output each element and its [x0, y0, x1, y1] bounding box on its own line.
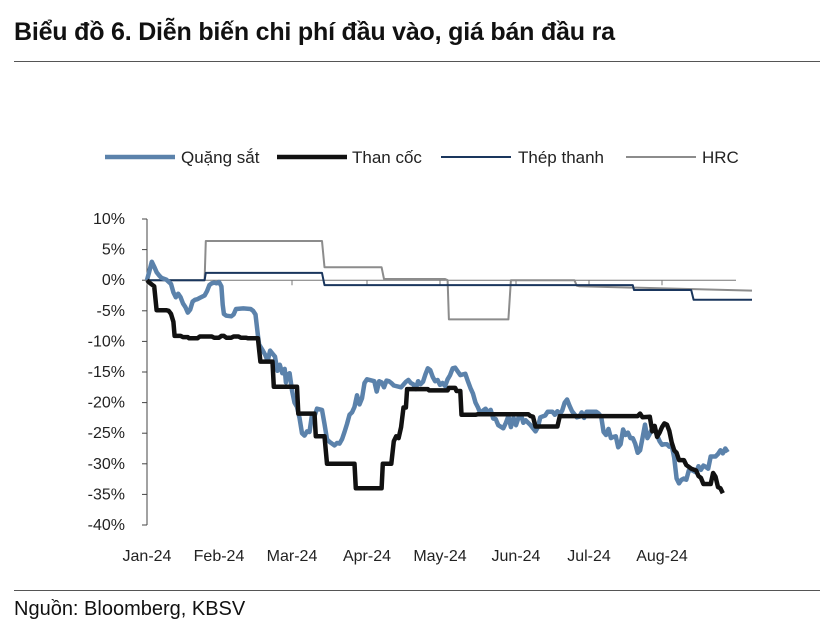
y-tick-label: -20% — [88, 395, 125, 412]
y-tick-label: 5% — [102, 242, 125, 259]
y-tick-label: -15% — [88, 364, 125, 381]
line-chart: Quặng sắt Than cốc Thép thanh HRC 10% 5% 0% -5… — [88, 148, 753, 565]
series-group — [144, 240, 753, 495]
x-tick-label: Aug-24 — [636, 548, 688, 565]
source-note: Nguồn: Bloomberg, KBSV — [14, 598, 246, 620]
y-axis: 10% 5% 0% -5% -10% -15% -20% -25% -30% -35% -40% — [88, 211, 148, 534]
y-tick-label: -5% — [97, 303, 125, 320]
y-tick-label: 10% — [93, 211, 125, 228]
y-tick-label: -25% — [88, 425, 125, 442]
series-line-0 — [144, 259, 730, 486]
series-line-3 — [147, 240, 753, 321]
legend-label: HRC — [702, 148, 739, 167]
series-line-1 — [145, 278, 725, 495]
legend-label: Thép thanh — [518, 148, 604, 167]
title-divider — [14, 61, 820, 62]
x-tick-label: Jan-24 — [123, 548, 172, 565]
series-line-2 — [147, 271, 752, 301]
x-tick-label: Jul-24 — [567, 548, 611, 565]
x-tick-label: Feb-24 — [194, 548, 245, 565]
x-axis: Jan-24 Feb-24 Mar-24 Apr-24 May-24 Jun-24 Jul-… — [123, 279, 736, 565]
y-tick-label: -10% — [88, 333, 125, 350]
y-tick-label: -30% — [88, 456, 125, 473]
page-title: Biểu đồ 6. Diễn biến chi phí đầu vào, gi… — [14, 18, 615, 46]
legend-label: Than cốc — [352, 148, 422, 167]
legend-label: Quặng sắt — [181, 148, 260, 167]
y-tick-label: -35% — [88, 486, 125, 503]
x-tick-label: May-24 — [413, 548, 466, 565]
x-tick-label: Jun-24 — [492, 548, 541, 565]
y-tick-label: -40% — [88, 517, 125, 534]
legend: Quặng sắt Than cốc Thép thanh HRC — [105, 148, 739, 167]
x-tick-label: Apr-24 — [343, 548, 391, 565]
y-tick-label: 0% — [102, 272, 125, 289]
source-divider — [14, 590, 820, 591]
x-tick-label: Mar-24 — [267, 548, 318, 565]
